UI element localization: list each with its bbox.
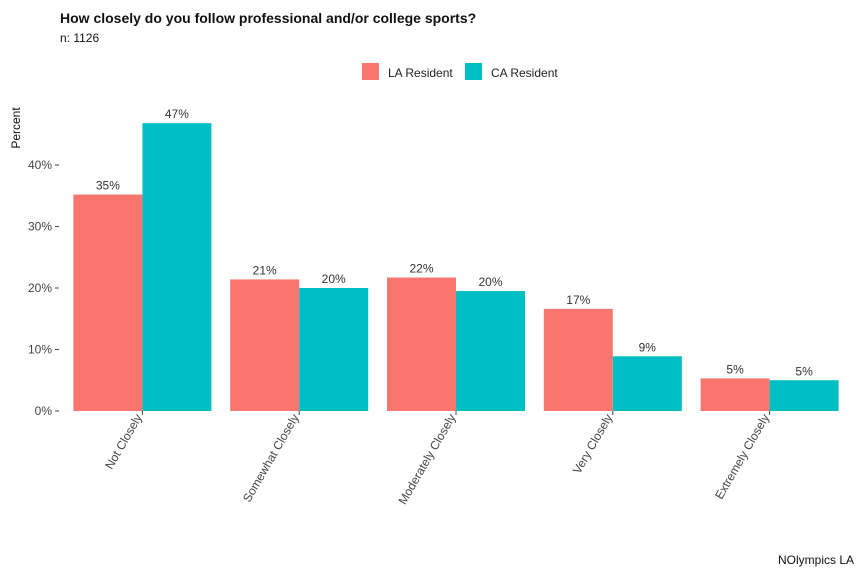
bar bbox=[769, 380, 839, 411]
y-tick-label: 10% bbox=[28, 343, 52, 357]
chart-subtitle: n: 1126 bbox=[60, 31, 100, 45]
x-tick-label: Very Closely bbox=[570, 412, 615, 477]
bar bbox=[73, 194, 143, 411]
x-tick-label: Moderately Closely bbox=[395, 412, 458, 507]
bar-value-label: 20% bbox=[322, 272, 346, 286]
bar bbox=[387, 277, 456, 411]
bar-value-label: 22% bbox=[409, 262, 433, 276]
bar-value-label: 20% bbox=[478, 275, 502, 289]
legend-label: LA Resident bbox=[388, 66, 453, 80]
y-tick-label: 40% bbox=[28, 158, 52, 172]
bar-value-label: 5% bbox=[726, 362, 744, 376]
legend-swatch bbox=[465, 63, 482, 80]
bar bbox=[700, 378, 770, 411]
bar bbox=[543, 308, 613, 411]
y-axis: 0% 10% 20% 30% 40% bbox=[28, 158, 59, 418]
bar bbox=[299, 288, 369, 411]
bar bbox=[612, 356, 682, 411]
bar-value-label: 21% bbox=[253, 263, 277, 277]
bar-value-label: 35% bbox=[96, 179, 120, 193]
bar-value-label: 5% bbox=[795, 364, 813, 378]
x-tick-label: Extremely Closely bbox=[712, 412, 772, 502]
bar-labels: 35% 47% 21% 20% 22% 20% 17% 9% 5% 5% bbox=[96, 107, 813, 378]
bar bbox=[142, 123, 212, 412]
legend-swatch bbox=[362, 63, 379, 80]
legend-label: CA Resident bbox=[491, 66, 558, 80]
legend: LA Resident CA Resident bbox=[362, 63, 558, 80]
x-axis: Not Closely Somewhat Closely Moderately Cl… bbox=[102, 411, 772, 507]
chart-title: How closely do you follow professional a… bbox=[60, 10, 477, 26]
bar-value-label: 17% bbox=[566, 293, 590, 307]
chart-caption: NOlympics LA bbox=[777, 553, 854, 567]
y-tick-label: 0% bbox=[35, 404, 53, 418]
x-tick-label: Somewhat Closely bbox=[240, 412, 302, 505]
bars bbox=[73, 123, 839, 412]
bar-value-label: 9% bbox=[639, 340, 657, 354]
y-axis-label: Percent bbox=[9, 107, 23, 149]
y-tick-label: 20% bbox=[28, 281, 52, 295]
bar-value-label: 47% bbox=[165, 107, 189, 121]
bar bbox=[456, 291, 525, 411]
y-tick-label: 30% bbox=[28, 220, 52, 234]
x-tick-label: Not Closely bbox=[102, 412, 145, 472]
bar bbox=[230, 279, 300, 411]
